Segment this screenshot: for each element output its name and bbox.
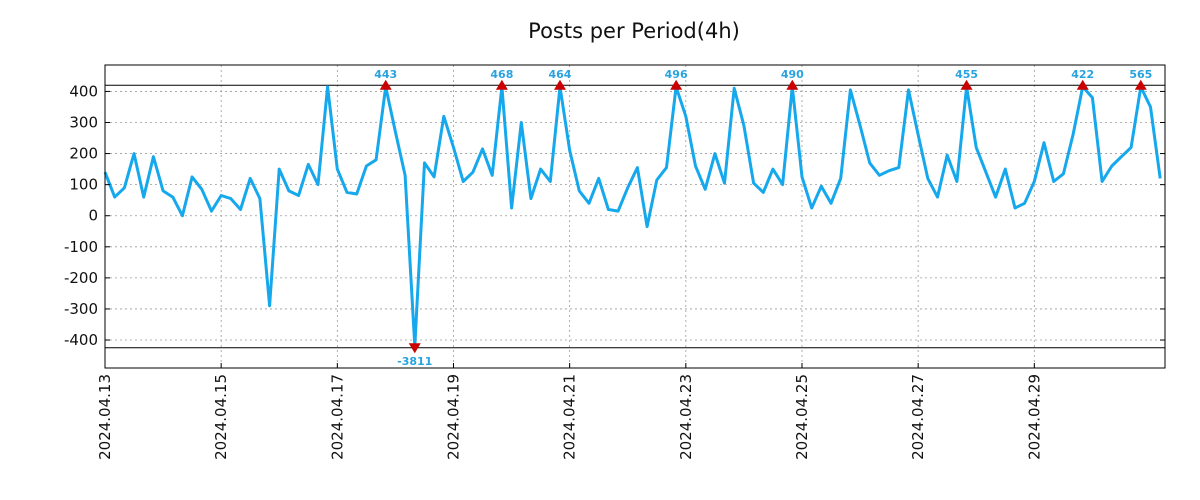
x-tick-label: 2024.04.17 bbox=[328, 374, 346, 460]
series-line-posts bbox=[103, 85, 1162, 348]
x-tick-label: 2024.04.21 bbox=[561, 374, 579, 460]
x-tick-label: 2024.04.13 bbox=[96, 374, 114, 460]
y-tick-label: -200 bbox=[64, 269, 98, 287]
clip-limit-lines bbox=[105, 84, 1165, 349]
peak-label: 455 bbox=[955, 68, 978, 81]
peak-up-marker bbox=[670, 79, 683, 90]
y-tick-label: 300 bbox=[69, 113, 98, 131]
peak-label: 468 bbox=[490, 68, 513, 81]
x-tick-label: 2024.04.25 bbox=[793, 374, 811, 460]
y-tick-label: 200 bbox=[69, 145, 98, 163]
peak-down-marker bbox=[408, 343, 421, 354]
peak-up-marker bbox=[553, 79, 566, 90]
y-tick-label: 400 bbox=[69, 82, 98, 100]
peak-up-marker bbox=[960, 79, 973, 90]
series-layer bbox=[103, 85, 1162, 348]
y-tick-label: 0 bbox=[88, 207, 98, 225]
y-axis-ticks: 400 300 200 100 0 -100 -200 -300 -400 bbox=[64, 82, 1165, 349]
peak-up-marker bbox=[1076, 79, 1089, 90]
y-tick-label: -300 bbox=[64, 300, 98, 318]
peak-up-marker bbox=[786, 79, 799, 90]
peak-up-marker bbox=[1134, 79, 1147, 90]
y-tick-label: 100 bbox=[69, 176, 98, 194]
peak-label: -3811 bbox=[397, 355, 432, 368]
grid bbox=[104, 65, 1165, 368]
peak-markers: 443 -3811 468 464 496 490 455 422 565 bbox=[374, 68, 1152, 368]
x-tick-label: 2024.04.27 bbox=[909, 374, 927, 460]
peak-label: 565 bbox=[1129, 68, 1152, 81]
x-tick-label: 2024.04.19 bbox=[444, 374, 462, 460]
peak-label: 490 bbox=[781, 68, 804, 81]
chart-title: Posts per Period(4h) bbox=[528, 19, 740, 43]
x-axis-ticks: 2024.04.13 2024.04.15 2024.04.17 2024.04.19… bbox=[96, 363, 1043, 460]
y-tick-label: -100 bbox=[64, 238, 98, 256]
peak-up-marker bbox=[379, 79, 392, 90]
peak-up-marker bbox=[495, 79, 508, 90]
x-tick-label: 2024.04.15 bbox=[212, 374, 230, 460]
y-tick-label: -400 bbox=[64, 331, 98, 349]
x-tick-label: 2024.04.29 bbox=[1025, 374, 1043, 460]
x-tick-label: 2024.04.23 bbox=[677, 374, 695, 460]
peak-label: 496 bbox=[665, 68, 688, 81]
peak-label: 422 bbox=[1071, 68, 1094, 81]
plot-frame bbox=[104, 64, 1166, 369]
peak-label: 443 bbox=[374, 68, 397, 81]
peak-label: 464 bbox=[548, 68, 571, 81]
